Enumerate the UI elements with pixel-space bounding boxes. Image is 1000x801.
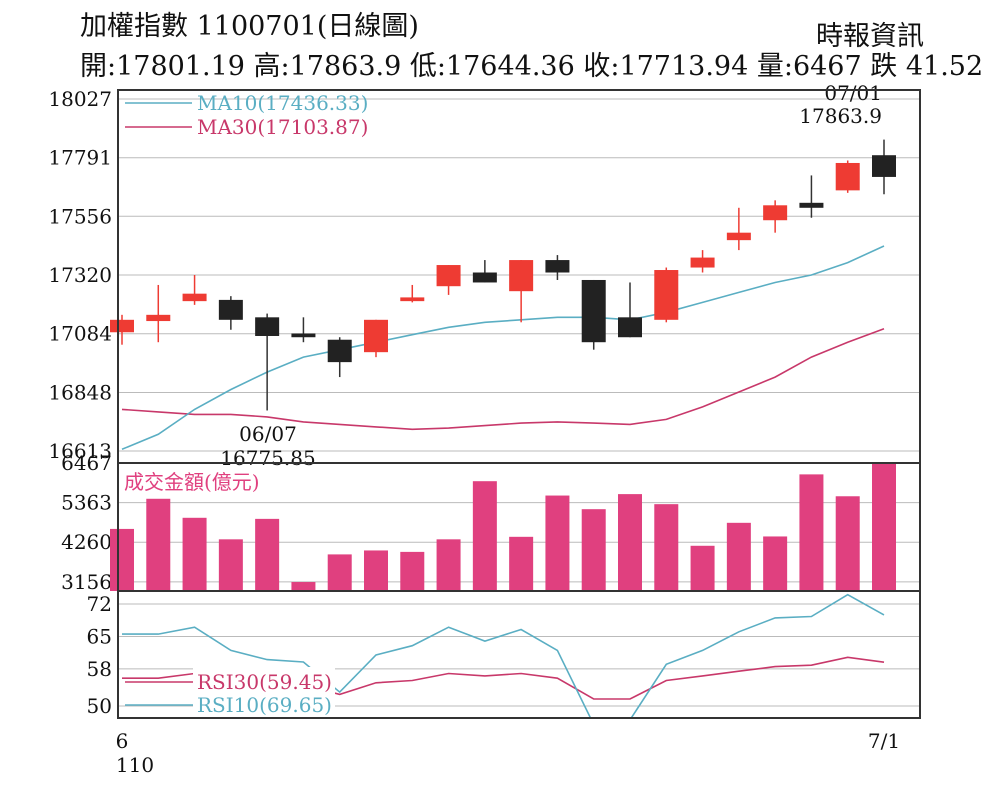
volume-bar (364, 550, 388, 591)
volume-bar (654, 504, 679, 591)
volume-bar (255, 518, 280, 591)
volume-bar (726, 522, 751, 591)
candle-body (327, 339, 352, 363)
candle-body (218, 299, 243, 320)
volume-bar (436, 539, 461, 591)
low-value-label: 16775.85 (220, 446, 315, 470)
volume-bar (182, 517, 207, 591)
chart-frame (117, 89, 921, 719)
candle-body (436, 265, 461, 287)
volume-bar (327, 554, 352, 591)
price-lines (121, 245, 885, 451)
volume-bar (835, 496, 860, 591)
ma30-line (121, 328, 885, 431)
candle-body (545, 260, 570, 273)
candle-body (835, 162, 860, 191)
ohlc-stats: 開:17801.19 高:17863.9 低:17644.36 收:17713.… (80, 51, 984, 82)
ma30-legend-label: MA30(17103.87) (197, 115, 368, 139)
candle-body (400, 297, 425, 302)
chart-title: 加權指數 1100701(日線圖) (80, 11, 419, 42)
volume-y-tick-label: 4260 (61, 530, 112, 554)
ma10-legend-label: MA10(17436.33) (197, 91, 368, 115)
volume-bar (146, 498, 171, 591)
x-tick-label: 6 (116, 729, 129, 753)
price-y-tick-label: 16848 (48, 380, 112, 404)
candle-body (799, 202, 824, 208)
ma10-line (121, 245, 885, 451)
price-y-tick-label: 18027 (48, 87, 112, 111)
rsi-y-tick-label: 72 (87, 592, 112, 616)
x-tick-label: 7/1 (868, 729, 900, 753)
rsi-y-tick-label: 50 (87, 694, 112, 718)
candle-body (581, 279, 606, 343)
volume-bar (690, 545, 715, 591)
price-panel: 18027 17791 17556 17320 17084 16848 16613 MA10(… (48, 81, 920, 470)
candle-body (618, 317, 642, 338)
candle-body (364, 319, 388, 353)
volume-y-tick-label: 3156 (61, 570, 112, 594)
x-tick-sublabel: 110 (116, 753, 154, 777)
volume-title: 成交金額(億元) (124, 470, 260, 494)
rsi10-line (122, 593, 885, 718)
volume-bar (581, 509, 606, 591)
candle-body (763, 205, 788, 221)
volume-bar (509, 536, 534, 591)
high-date-label: 07/01 (824, 81, 882, 105)
volume-bar (291, 582, 316, 591)
candle-body (291, 333, 316, 338)
source-label: 時報資訊 (816, 21, 924, 52)
volume-y-tick-label: 6467 (61, 451, 112, 475)
volume-y-tick-label: 5363 (61, 491, 112, 515)
volume-bar (872, 463, 896, 591)
candle-body (690, 257, 715, 268)
rsi30-legend-label: RSI30(59.45) (197, 670, 332, 694)
outer-frame (117, 89, 921, 719)
candle-body (146, 314, 171, 322)
high-value-label: 17863.9 (799, 104, 882, 128)
candle-body (726, 232, 751, 241)
volume-bar (110, 528, 134, 591)
candle-body (509, 260, 534, 292)
candle-body (110, 319, 134, 333)
rsi10-legend-label: RSI10(69.65) (197, 693, 332, 717)
price-y-tick-label: 16613 (48, 439, 112, 463)
volume-panel: 6467 5363 4260 3156 成交金額(億元) (61, 451, 920, 594)
volume-bar (618, 494, 642, 591)
volume-bar (218, 539, 243, 591)
low-date-label: 06/07 (239, 422, 297, 446)
candle-body (872, 155, 896, 177)
rsi-y-tick-label: 58 (87, 657, 112, 681)
volume-bar (545, 495, 570, 591)
candle-body (182, 293, 207, 302)
price-y-tick-label: 17791 (48, 146, 112, 170)
rsi-legend-bg (193, 667, 335, 717)
price-y-tick-label: 17320 (48, 263, 112, 287)
volume-bar (799, 474, 824, 591)
candle-body (472, 272, 497, 283)
candle-body (255, 317, 280, 336)
rsi-panel: 72 65 58 50 RSI30(59.45)RSI10(69.65) (87, 592, 920, 718)
price-y-tick-label: 17084 (48, 322, 112, 346)
volume-bar (400, 551, 425, 591)
volume-bar (472, 481, 497, 591)
rsi-y-tick-label: 65 (87, 624, 112, 648)
price-y-tick-label: 17556 (48, 204, 112, 228)
candle-body (654, 270, 679, 320)
volume-bar (763, 536, 788, 591)
